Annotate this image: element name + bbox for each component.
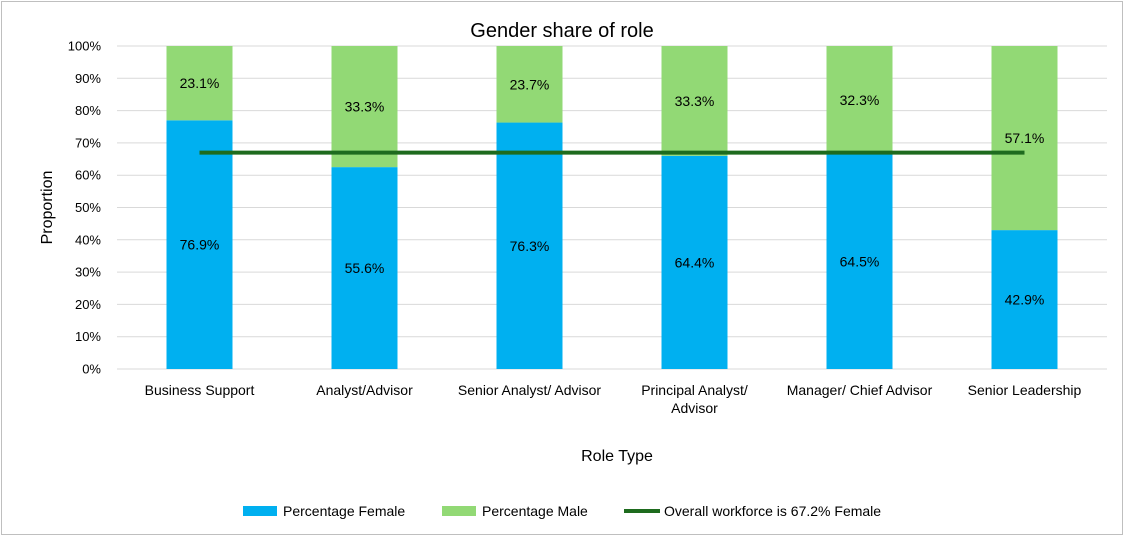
x-category-label: Manager/ Chief Advisor xyxy=(787,382,933,398)
y-tick-label: 50% xyxy=(75,200,101,215)
bar-female xyxy=(661,155,728,369)
y-tick-label: 30% xyxy=(75,265,101,280)
bar-data-labels: 76.9% 23.1% 55.6% 33.3% 76.3% 23.7% 64.4% 33.3%… xyxy=(180,75,1045,307)
bar-female xyxy=(991,230,1058,369)
male-data-label: 23.1% xyxy=(180,75,220,91)
bar-female xyxy=(331,167,398,369)
chart-title: Gender share of role xyxy=(470,20,653,42)
bar-female xyxy=(166,120,233,369)
bar-male xyxy=(991,46,1058,231)
legend: Percentage Female Percentage Male Overall … xyxy=(243,503,881,519)
legend-label: Percentage Male xyxy=(482,503,588,519)
x-category-label: Senior Analyst/ Advisor xyxy=(458,382,602,398)
bars xyxy=(166,46,1058,370)
gridlines xyxy=(117,45,1107,370)
bar-female xyxy=(496,122,563,370)
bar-male xyxy=(661,46,728,156)
male-data-label: 57.1% xyxy=(1005,130,1045,146)
y-axis-ticks: 0% 10% 20% 30% 40% 50% 60% 70% 80% 90% 100% xyxy=(68,39,102,377)
legend-swatch xyxy=(442,506,476,516)
bar-female xyxy=(826,154,893,369)
y-tick-label: 20% xyxy=(75,297,101,312)
bar-male xyxy=(331,46,398,168)
y-tick-label: 90% xyxy=(75,71,101,86)
y-tick-label: 10% xyxy=(75,329,101,344)
female-data-label: 76.3% xyxy=(510,238,550,254)
x-category-label: Business Support xyxy=(145,382,255,398)
legend-label: Overall workforce is 67.2% Female xyxy=(664,503,881,519)
male-data-label: 23.7% xyxy=(510,76,550,92)
x-category-label: Analyst/Advisor xyxy=(316,382,413,398)
y-tick-label: 80% xyxy=(75,103,101,118)
bar-male xyxy=(826,46,893,155)
bar-male xyxy=(496,46,563,123)
x-axis-title: Role Type xyxy=(581,448,653,465)
x-category-label: Senior Leadership xyxy=(968,382,1082,398)
female-data-label: 76.9% xyxy=(180,237,220,253)
legend-label: Percentage Female xyxy=(283,503,405,519)
male-data-label: 32.3% xyxy=(840,92,880,108)
female-data-label: 64.5% xyxy=(840,254,880,270)
y-axis-title: Proportion xyxy=(39,171,56,245)
legend-swatch xyxy=(243,506,277,516)
female-data-label: 42.9% xyxy=(1005,292,1045,308)
x-category-label: Principal Analyst/Advisor xyxy=(641,382,748,416)
female-data-label: 55.6% xyxy=(345,260,385,276)
y-tick-label: 100% xyxy=(68,39,102,54)
y-tick-label: 0% xyxy=(82,362,101,377)
bar-male xyxy=(166,46,233,121)
male-data-label: 33.3% xyxy=(345,99,385,115)
female-data-label: 64.4% xyxy=(675,254,715,270)
male-data-label: 33.3% xyxy=(675,93,715,109)
y-tick-label: 60% xyxy=(75,168,101,183)
y-tick-label: 70% xyxy=(75,135,101,150)
x-axis-categories: Business Support Analyst/Advisor Senior An… xyxy=(145,382,1082,416)
y-tick-label: 40% xyxy=(75,232,101,247)
